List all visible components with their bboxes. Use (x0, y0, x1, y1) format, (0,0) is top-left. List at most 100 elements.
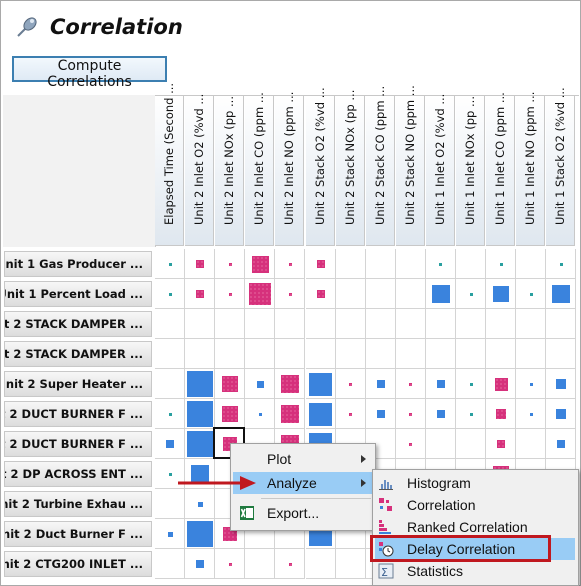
grid-cell[interactable] (275, 279, 306, 309)
grid-cell[interactable] (155, 309, 185, 339)
grid-cell[interactable] (275, 309, 306, 339)
grid-cell[interactable] (245, 399, 276, 429)
row-header[interactable]: Unit 2 Turbine Exhau ... (4, 491, 152, 517)
column-header[interactable]: Unit 1 Inlet O2 (%vd ... (425, 94, 455, 246)
menu-item-correlation[interactable]: Correlation (375, 494, 575, 516)
grid-cell[interactable] (395, 429, 426, 459)
grid-cell[interactable] (275, 549, 306, 579)
grid-cell[interactable] (546, 339, 577, 369)
menu-item-analyze[interactable]: Analyze (233, 472, 373, 494)
grid-cell[interactable] (456, 249, 486, 279)
grid-cell[interactable] (305, 399, 336, 429)
grid-cell[interactable] (185, 369, 216, 399)
row-header[interactable]: Unit 2 DUCT BURNER F ... (4, 401, 152, 427)
grid-cell[interactable] (275, 249, 306, 279)
grid-cell[interactable] (245, 279, 276, 309)
column-header[interactable]: Unit 2 Inlet CO (ppm ... (245, 92, 275, 246)
grid-cell[interactable] (365, 339, 396, 369)
grid-cell[interactable] (546, 429, 577, 459)
grid-cell[interactable] (546, 399, 577, 429)
grid-cell[interactable] (155, 249, 185, 279)
grid-cell[interactable] (516, 429, 547, 459)
row-header[interactable]: Unit 2 STACK DAMPER ... (4, 311, 152, 337)
grid-cell[interactable] (365, 429, 396, 459)
grid-cell[interactable] (335, 519, 366, 549)
column-header[interactable]: Unit 2 Stack O2 (%vd ... (305, 87, 335, 246)
row-header[interactable]: Unit 1 Gas Producer ... (4, 251, 152, 277)
grid-cell[interactable] (425, 309, 456, 339)
grid-cell[interactable] (425, 399, 456, 429)
grid-cell[interactable] (155, 279, 185, 309)
grid-cell[interactable] (546, 369, 577, 399)
grid-cell[interactable] (486, 399, 517, 429)
grid-cell[interactable] (155, 519, 185, 549)
grid-cell[interactable] (486, 429, 517, 459)
column-header[interactable]: Unit 2 Inlet O2 (%vd ... (185, 94, 215, 246)
row-header[interactable]: Unit 2 CTG200 INLET ... (4, 551, 152, 577)
grid-cell[interactable] (275, 369, 306, 399)
grid-cell[interactable] (335, 309, 366, 339)
grid-cell[interactable] (335, 279, 366, 309)
grid-cell[interactable] (215, 519, 246, 549)
grid-cell[interactable] (516, 399, 547, 429)
grid-cell[interactable] (185, 459, 216, 489)
row-header[interactable]: Unit 2 DP ACROSS ENT ... (4, 461, 152, 487)
grid-cell[interactable] (395, 369, 426, 399)
grid-cell[interactable] (305, 369, 336, 399)
column-header[interactable]: Unit 2 Stack CO (ppm ... (365, 86, 395, 246)
grid-cell[interactable] (185, 489, 216, 519)
grid-cell[interactable] (456, 429, 486, 459)
grid-cell[interactable] (486, 309, 517, 339)
grid-cell[interactable] (305, 249, 336, 279)
grid-cell[interactable] (546, 279, 577, 309)
column-header[interactable]: Unit 1 Inlet CO (ppm ... (486, 92, 516, 246)
grid-cell[interactable] (275, 339, 306, 369)
grid-cell[interactable] (185, 309, 216, 339)
grid-cell[interactable] (546, 309, 577, 339)
grid-cell[interactable] (335, 549, 366, 579)
grid-cell[interactable] (335, 249, 366, 279)
row-header[interactable]: Unit 2 Super Heater ... (4, 371, 152, 397)
grid-cell[interactable] (516, 369, 547, 399)
grid-cell[interactable] (365, 399, 396, 429)
grid-cell[interactable] (305, 549, 336, 579)
grid-cell[interactable] (155, 339, 185, 369)
grid-cell[interactable] (215, 279, 246, 309)
grid-cell[interactable] (486, 369, 517, 399)
grid-cell[interactable] (486, 339, 517, 369)
grid-cell[interactable] (486, 279, 517, 309)
column-header[interactable]: Unit 1 Inlet NOx (pp ... (456, 96, 485, 246)
grid-cell[interactable] (425, 429, 456, 459)
grid-cell[interactable] (275, 519, 306, 549)
grid-cell[interactable] (365, 279, 396, 309)
grid-cell[interactable] (245, 549, 276, 579)
grid-cell[interactable] (155, 399, 185, 429)
grid-cell[interactable] (335, 339, 366, 369)
grid-cell[interactable] (155, 489, 185, 519)
menu-item-delay-correlation[interactable]: Delay Correlation (375, 538, 575, 560)
grid-cell[interactable] (215, 339, 246, 369)
row-header[interactable]: Unit 2 Duct Burner F ... (4, 521, 152, 547)
grid-cell[interactable] (305, 339, 336, 369)
grid-cell[interactable] (425, 339, 456, 369)
menu-item-histogram[interactable]: Histogram (375, 472, 575, 494)
row-header[interactable]: Unit 1 Percent Load ... (4, 281, 152, 307)
grid-cell[interactable] (425, 369, 456, 399)
grid-cell[interactable] (215, 309, 246, 339)
column-header[interactable]: Unit 1 Stack O2 (%vd ... (546, 87, 576, 246)
grid-cell[interactable] (395, 309, 426, 339)
menu-item-statistics[interactable]: Σ Statistics (375, 560, 575, 582)
grid-cell[interactable] (245, 519, 276, 549)
grid-cell[interactable] (456, 279, 486, 309)
grid-cell[interactable] (215, 549, 246, 579)
menu-item-ranked-correlation[interactable]: Ranked Correlation (375, 516, 575, 538)
row-header[interactable]: Unit 2 DUCT BURNER F ... (4, 431, 152, 457)
column-header[interactable]: Elapsed Time (Second ... (155, 83, 184, 246)
grid-cell[interactable] (395, 399, 426, 429)
column-header[interactable]: Unit 2 Stack NO (ppm ... (395, 85, 425, 246)
grid-cell[interactable] (456, 369, 486, 399)
grid-cell[interactable] (245, 369, 276, 399)
menu-item-export[interactable]: Export... (233, 502, 373, 524)
grid-cell[interactable] (185, 399, 216, 429)
column-header[interactable]: Unit 1 Inlet NO (ppm ... (516, 92, 546, 246)
